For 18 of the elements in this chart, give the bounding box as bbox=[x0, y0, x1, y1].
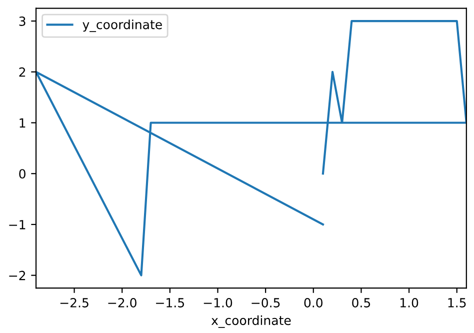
y-tick-label: 2 bbox=[19, 67, 26, 77]
y-tick-label: −2 bbox=[9, 270, 26, 280]
x-tick-label: 0.5 bbox=[352, 298, 370, 308]
x-tick-label: 1.5 bbox=[448, 298, 466, 308]
y-tick-label: 1 bbox=[20, 118, 26, 128]
x-tick-label: 0.0 bbox=[304, 298, 322, 308]
y-tick-label: 0 bbox=[19, 169, 26, 179]
y-tick-label: −1 bbox=[9, 220, 26, 230]
x-tick-label: −2.5 bbox=[60, 298, 88, 308]
x-tick-label: −1.5 bbox=[156, 298, 184, 308]
x-tick-label: −0.5 bbox=[252, 298, 280, 308]
x-axis-title: x_coordinate bbox=[211, 315, 291, 328]
x-tick-label: −1.0 bbox=[204, 298, 232, 308]
x-tick-label: 1.0 bbox=[400, 298, 418, 308]
legend-label: y_coordinate bbox=[82, 20, 162, 32]
y-tick-label: 3 bbox=[19, 16, 26, 26]
x-tick-label: −2.0 bbox=[108, 298, 136, 308]
line-series bbox=[36, 20, 466, 276]
